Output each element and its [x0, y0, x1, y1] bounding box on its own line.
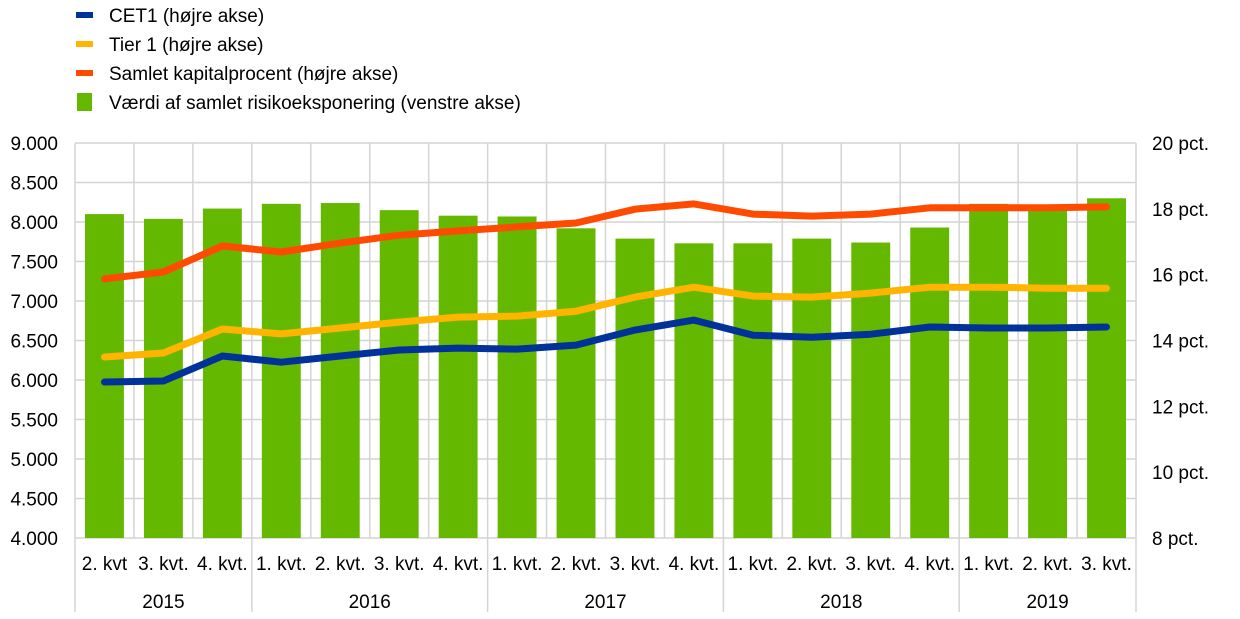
- left-axis-tick-label: 4.000: [10, 529, 58, 550]
- left-axis-tick-label: 4.500: [10, 490, 58, 511]
- x-axis-tick-label: 4. kvt.: [197, 554, 248, 575]
- right-axis-tick-label: 12 pct.: [1152, 397, 1209, 418]
- left-axis-tick-label: 5.000: [10, 450, 58, 471]
- legend-swatch-bar: [77, 93, 92, 111]
- x-axis-tick-label: 2. kvt.: [551, 554, 602, 575]
- left-axis-tick-label: 6.500: [10, 332, 58, 353]
- x-axis-group-label: 2019: [1026, 592, 1068, 613]
- right-axis-tick-label: 20 pct.: [1152, 134, 1209, 155]
- x-axis-group-label: 2016: [349, 592, 391, 613]
- bar: [320, 203, 360, 539]
- x-axis-tick-label: 3. kvt.: [610, 554, 661, 575]
- bar: [85, 214, 124, 538]
- right-axis-tick-label: 10 pct.: [1152, 463, 1209, 484]
- x-axis-tick-label: 3. kvt.: [845, 554, 896, 575]
- bar: [261, 203, 301, 538]
- x-axis-tick-label: 2. kvt.: [786, 554, 837, 575]
- x-axis-tick-label: 2. kvt: [82, 554, 128, 575]
- x-axis-tick-label: 2. kvt.: [1022, 554, 1073, 575]
- legend: CET1 (højre akse) Tier 1 (højre akse) Saml…: [76, 6, 521, 114]
- legend-label: Tier 1 (højre akse): [109, 35, 264, 56]
- x-axis-tick-label: 3. kvt.: [1081, 554, 1132, 575]
- axes: 4.000 4.500 5.000 5.500 6.000 6.500 7.000 7.500…: [10, 134, 1209, 613]
- x-axis-tick-label: 1. kvt.: [256, 554, 307, 575]
- series-line: [101, 283, 1110, 361]
- left-axis-tick-label: 7.000: [10, 292, 58, 313]
- bar: [733, 243, 773, 538]
- legend-label: Værdi af samlet risikoeksponering (venst…: [109, 93, 521, 114]
- bar: [969, 203, 1009, 538]
- bar: [497, 216, 537, 538]
- x-axis-tick-label: 3. kvt.: [138, 554, 189, 575]
- bar: [379, 210, 419, 538]
- legend-label: Samlet kapitalprocent (højre akse): [109, 64, 398, 85]
- right-axis-tick-label: 16 pct.: [1152, 266, 1209, 287]
- left-axis-tick-label: 8.500: [10, 174, 58, 195]
- x-axis-tick-label: 4. kvt.: [433, 554, 484, 575]
- right-axis-tick-label: 8 pct.: [1152, 529, 1198, 550]
- bar: [556, 228, 596, 538]
- x-axis-tick-label: 1. kvt.: [492, 554, 543, 575]
- bar: [1028, 208, 1068, 538]
- right-axis-tick-label: 18 pct.: [1152, 200, 1209, 221]
- bar: [438, 215, 478, 538]
- bar: [851, 242, 891, 539]
- x-axis-tick-label: 4. kvt.: [669, 554, 720, 575]
- x-axis-group-label: 2018: [820, 592, 862, 613]
- series-line: [101, 200, 1110, 283]
- bar: [910, 227, 950, 538]
- x-axis-group-label: 2015: [142, 592, 184, 613]
- left-axis-tick-label: 7.500: [10, 253, 58, 274]
- bar: [615, 238, 655, 538]
- bar: [1087, 198, 1126, 539]
- x-axis-group-label: 2017: [584, 592, 626, 613]
- series-line: [101, 316, 1110, 386]
- legend-swatch-line: [76, 12, 93, 18]
- right-axis-tick-label: 14 pct.: [1152, 332, 1209, 353]
- x-axis-tick-label: 4. kvt.: [904, 554, 955, 575]
- left-axis-tick-label: 9.000: [10, 134, 58, 155]
- line-series: [101, 200, 1110, 386]
- x-axis-tick-label: 3. kvt.: [374, 554, 425, 575]
- x-axis-tick-label: 1. kvt.: [728, 554, 779, 575]
- legend-swatch-line: [76, 70, 93, 76]
- x-axis-tick-label: 1. kvt.: [963, 554, 1014, 575]
- left-axis-tick-label: 6.000: [10, 371, 58, 392]
- bar: [202, 208, 242, 538]
- legend-label: CET1 (højre akse): [109, 6, 264, 27]
- left-axis-tick-label: 8.000: [10, 213, 58, 234]
- bar: [792, 238, 832, 538]
- x-axis-tick-label: 2. kvt.: [315, 554, 366, 575]
- left-axis-tick-label: 5.500: [10, 411, 58, 432]
- legend-swatch-line: [76, 41, 93, 47]
